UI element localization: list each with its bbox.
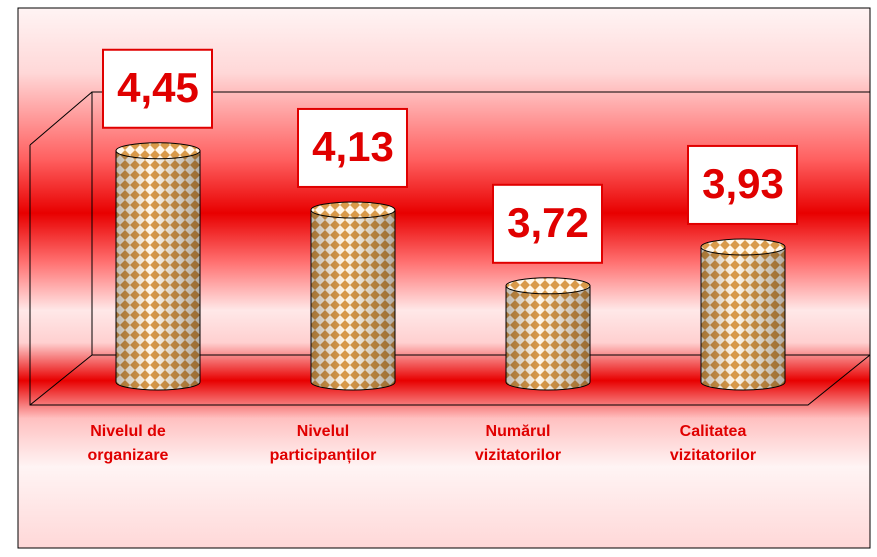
- x-tick-label-line: Nivelul: [297, 423, 349, 440]
- value-label: 3,72: [507, 199, 589, 246]
- plot-walls: [29, 91, 871, 406]
- cylinder: [700, 238, 786, 391]
- value-label-box: [297, 107, 408, 188]
- cylinder-top: [115, 142, 201, 160]
- value-label-box: [687, 144, 798, 225]
- value-label: 4,13: [312, 123, 394, 170]
- x-tick-label: Calitatea vizitatorilor: [670, 423, 756, 464]
- x-tick-label-line: organizare: [88, 447, 169, 464]
- cylinder-shade: [311, 209, 395, 390]
- value-label: 4,45: [117, 64, 199, 111]
- cylinder-top: [310, 201, 396, 219]
- x-tick-label-line: Nivelul de: [90, 423, 166, 440]
- x-tick-label: Nivelul participanților: [270, 423, 377, 464]
- x-tick-label-line: Calitatea: [680, 423, 747, 440]
- x-tick-label-line: vizitatorilor: [475, 447, 561, 464]
- cylinder-shade: [506, 285, 590, 390]
- cylinder-shade: [701, 246, 785, 390]
- value-label-box: [492, 183, 603, 264]
- cylinder-shade: [116, 150, 200, 390]
- x-tick-label: Nivelul de organizare: [88, 423, 169, 464]
- x-tick-label-line: Numărul: [486, 423, 551, 440]
- value-label: 3,93: [702, 160, 784, 207]
- x-tick-label: Numărul vizitatorilor: [475, 423, 561, 464]
- value-label-box: [102, 48, 213, 129]
- cylinder-top: [505, 277, 591, 295]
- x-tick-label-line: vizitatorilor: [670, 447, 756, 464]
- x-tick-label-line: participanților: [270, 447, 377, 464]
- cylinder-top: [700, 238, 786, 256]
- cylinder: [115, 142, 201, 391]
- cylinder: [505, 277, 591, 391]
- cylinder: [310, 201, 396, 391]
